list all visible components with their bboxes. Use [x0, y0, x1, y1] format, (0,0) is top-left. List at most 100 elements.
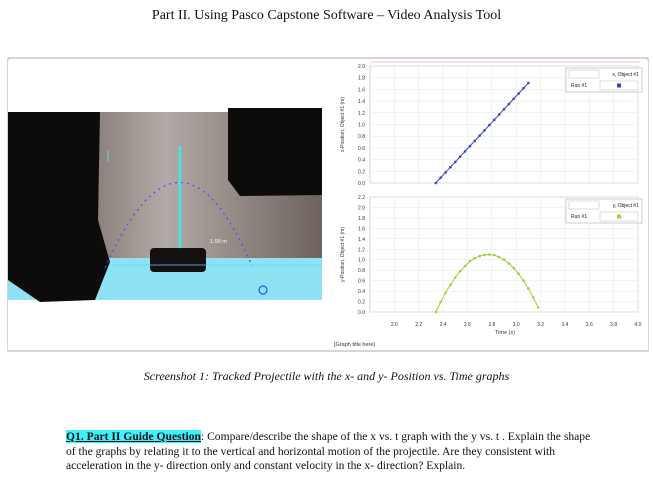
data-point — [527, 81, 530, 85]
data-point — [488, 253, 491, 256]
data-point — [497, 113, 501, 116]
y-tick-label: 1.2 — [358, 247, 365, 253]
page-title: Part II. Using Pasco Capstone Software –… — [151, 8, 502, 23]
y-tick-label: 0.4 — [358, 289, 365, 295]
data-point — [439, 300, 442, 304]
mask — [150, 248, 206, 272]
data-point — [434, 181, 438, 185]
question-label: Q1. Part II Guide Question — [66, 430, 201, 443]
legend-name: y, Object #1 — [613, 203, 640, 209]
mask — [8, 112, 110, 302]
legend-run: Run #1 — [571, 83, 587, 89]
x-tick-label: 3.6 — [586, 322, 593, 328]
question: Q1. Part II Guide Question: Compare/desc… — [66, 430, 596, 474]
data-point — [517, 92, 520, 95]
data-point — [531, 296, 535, 299]
question-text: Compare/describe the shape of the x vs. … — [66, 430, 591, 472]
scale-label: 1.00 m — [210, 239, 227, 245]
data-point — [449, 283, 452, 287]
data-point — [497, 255, 501, 259]
data-point — [463, 264, 467, 268]
x-tick-label: 2.6 — [464, 322, 471, 328]
y-tick-label: 0.0 — [358, 181, 365, 187]
data-point — [522, 279, 525, 282]
data-point — [517, 272, 520, 276]
data-point — [478, 134, 481, 137]
caption: Screenshot 1: Tracked Projectile with th… — [143, 369, 510, 383]
x-tick-label: 3.0 — [513, 322, 520, 328]
data-point — [434, 310, 438, 314]
legend-field — [568, 69, 600, 79]
data-point — [483, 253, 486, 257]
data-point — [444, 171, 447, 174]
x-tick-label: 2.0 — [391, 322, 398, 328]
y-axis-label: y-Position, Object #1 (m) — [340, 227, 346, 282]
legend-name: x, Object #1 — [612, 72, 639, 78]
graph-title: [Graph title here] — [334, 342, 375, 348]
x-axis-label: Time (s) — [495, 330, 515, 336]
data-point — [512, 97, 516, 101]
y-tick-label: 1.6 — [358, 87, 365, 93]
data-point — [463, 150, 467, 153]
y-tick-label: 0.8 — [358, 268, 365, 274]
data-point — [468, 259, 472, 263]
video-frame: 1.00 m — [8, 60, 326, 350]
y-tick-label: 1.0 — [358, 123, 365, 129]
mask — [228, 108, 322, 196]
data-point — [478, 254, 481, 258]
figure: 1.00 m [Graph title here] Time (s) 0.0 0.… — [7, 57, 649, 352]
y-tick-label: 1.4 — [358, 237, 365, 243]
data-point — [502, 258, 506, 262]
data-point — [439, 176, 442, 180]
y-tick-label: 2.0 — [358, 205, 365, 211]
data-point — [449, 165, 452, 169]
x-tick-label: 4.0 — [635, 322, 642, 328]
legend-run: Run #1 — [571, 214, 587, 220]
y-tick-label: 1.4 — [358, 99, 365, 105]
data-point — [507, 262, 511, 265]
y-tick-label: 1.6 — [358, 226, 365, 232]
data-point — [458, 155, 462, 158]
y-tick-label: 1.8 — [358, 216, 365, 222]
x-tick-label: 3.8 — [610, 322, 617, 328]
y-tick-label: 0.6 — [358, 279, 365, 285]
legend-swatch — [617, 83, 621, 88]
x-tick-label: 2.8 — [488, 322, 495, 328]
data-point — [507, 102, 511, 106]
y-tick-label: 0.2 — [358, 300, 365, 306]
data-point — [492, 253, 496, 257]
y-tick-label: 2.0 — [358, 64, 365, 70]
y-tick-label: 0.0 — [358, 310, 365, 316]
data-point — [527, 287, 530, 290]
data-point — [444, 291, 447, 294]
data-point — [483, 129, 486, 132]
y-tick-label: 0.2 — [358, 169, 365, 175]
y-axis-label: x-Position, Object #1 (m) — [340, 97, 346, 152]
data-point — [512, 266, 516, 270]
y-tick-label: 0.6 — [358, 146, 365, 152]
data-point — [536, 305, 540, 309]
data-point — [492, 118, 496, 122]
data-point — [488, 123, 491, 127]
data-point — [468, 144, 472, 148]
data-point — [522, 86, 525, 90]
question-separator: : — [200, 430, 208, 443]
x-tick-label: 3.4 — [561, 322, 568, 328]
data-point — [473, 139, 477, 143]
y-tick-label: 1.2 — [358, 111, 365, 117]
y-tick-label: 2.2 — [358, 195, 365, 201]
origin-marker — [258, 285, 268, 295]
x-tick-label: 3.2 — [537, 322, 544, 328]
data-point — [502, 107, 506, 111]
x-tick-label: 2.4 — [440, 322, 447, 328]
series-line — [435, 253, 539, 313]
y-tick-label: 1.8 — [358, 76, 365, 82]
legend-field — [568, 200, 600, 210]
data-point — [458, 269, 462, 273]
data-point — [473, 256, 477, 260]
legend-swatch — [617, 214, 621, 219]
y-tick-label: 1.0 — [358, 258, 365, 264]
y-tick-label: 0.4 — [358, 158, 365, 164]
tracked-path — [104, 181, 253, 269]
